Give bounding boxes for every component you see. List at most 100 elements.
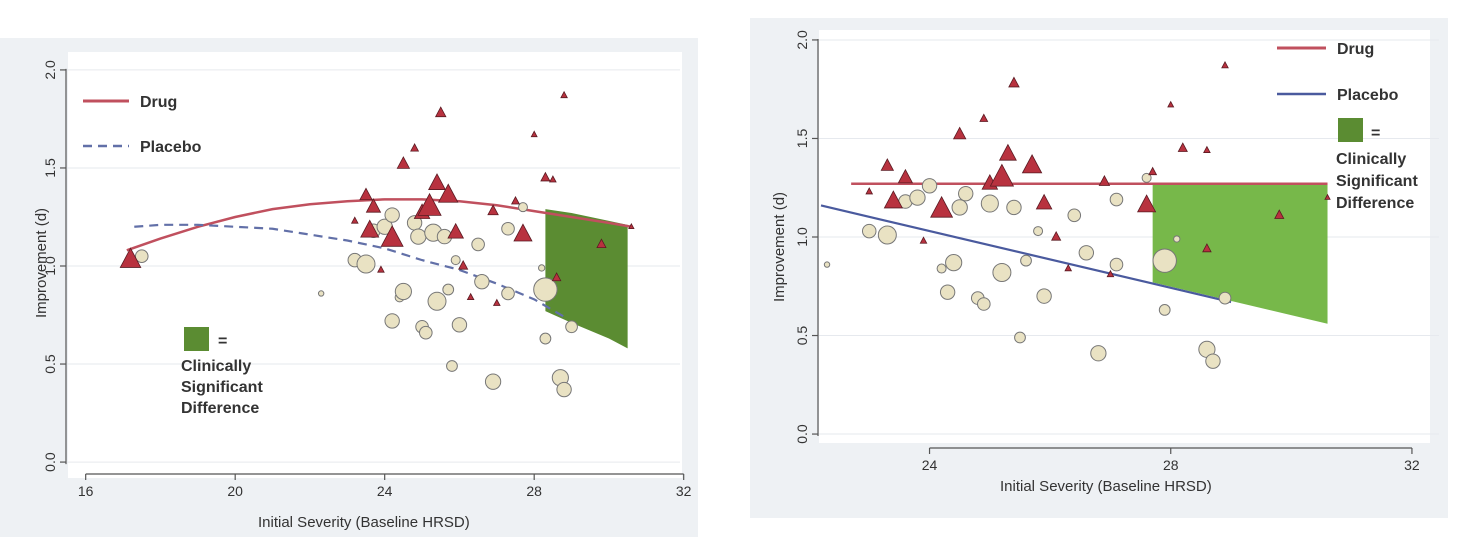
left-legend-placebo-label: Placebo [140, 139, 202, 156]
left-legend: Drug Placebo = Clinically Significant Di… [83, 94, 263, 417]
left-y-tick-label: 0.5 [42, 354, 58, 374]
right-y-tick-label: 1.5 [794, 129, 810, 149]
right-legend: Drug Placebo = Clinically Significant Di… [1277, 41, 1418, 212]
right-drug-point [1167, 100, 1175, 108]
left-drug-point [359, 187, 373, 201]
left-legend-sig-line1: Clinically [181, 358, 251, 375]
right-x-tick-label: 28 [1163, 457, 1179, 473]
right-placebo-point [1020, 254, 1032, 267]
right-placebo-point [1109, 257, 1124, 272]
right-drug-point [1035, 193, 1053, 210]
right-placebo-point [980, 194, 999, 213]
left-placebo-point [446, 360, 458, 372]
right-placebo-point [1218, 291, 1232, 305]
left-legend-sig-equals: = [218, 333, 227, 350]
right-drug-point [989, 163, 1015, 187]
left-y-tick-label: 0.0 [42, 452, 58, 472]
left-x-tick-label: 16 [78, 483, 94, 499]
left-y-tick-label: 1.0 [42, 256, 58, 276]
right-placebo-point [921, 178, 938, 194]
left-drug-fit-line [126, 198, 632, 252]
left-placebo-point [384, 207, 400, 223]
right-placebo-point [1036, 288, 1052, 304]
left-chart-panel: 0.0 0.5 1.0 1.5 2.0 16 20 24 28 32 Initial Severi… [0, 38, 698, 537]
left-placebo-point [484, 373, 502, 390]
left-y-tick-label: 1.5 [42, 158, 58, 178]
left-placebo-point [317, 290, 325, 297]
right-drug-point [1008, 76, 1020, 88]
left-legend-sig-line2: Significant [181, 379, 263, 396]
right-placebo-point [1205, 353, 1221, 369]
left-drug-point [396, 156, 411, 169]
left-drug-point [410, 143, 420, 152]
right-placebo-point [909, 189, 926, 206]
right-placebo-point [951, 199, 968, 216]
left-placebo-point [356, 254, 376, 274]
left-drug-point [365, 198, 382, 213]
right-placebo-point [1152, 248, 1177, 273]
right-placebo-point [939, 284, 956, 300]
right-placebo-point [936, 263, 947, 274]
left-drug-point [628, 222, 635, 230]
left-placebo-point [501, 286, 515, 301]
left-drug-point [119, 247, 142, 268]
left-drug-point [492, 298, 501, 306]
left-drug-points [119, 90, 635, 306]
right-placebo-point [1109, 192, 1124, 207]
right-drug-point [865, 187, 874, 195]
left-placebo-point [538, 264, 546, 272]
left-placebo-point [517, 202, 528, 213]
left-drug-point [466, 292, 475, 301]
right-legend-sig-line2: Significant [1336, 173, 1418, 190]
left-drug-point [458, 259, 469, 270]
right-drug-point [952, 126, 967, 140]
right-y-tick-label: 2.0 [794, 30, 810, 50]
right-y-axis-label: Improvement (d) [771, 192, 788, 302]
left-placebo-point [427, 291, 447, 311]
right-placebo-point [861, 223, 877, 239]
left-legend-sig-swatch [184, 327, 209, 351]
left-legend-sig-line3: Difference [181, 400, 259, 417]
left-placebo-point [451, 317, 468, 333]
right-placebo-point [1158, 304, 1171, 316]
right-drug-point [1203, 145, 1211, 153]
right-placebo-point [1067, 208, 1082, 223]
left-drug-point [380, 225, 404, 247]
right-placebo-point [1173, 235, 1181, 243]
left-drug-point [551, 272, 562, 282]
left-placebo-point [410, 228, 427, 245]
left-placebo-point [471, 237, 485, 252]
left-drug-point [540, 171, 551, 182]
right-drug-point [1064, 263, 1073, 272]
left-placebo-point [419, 325, 433, 340]
left-x-tick-label: 24 [377, 483, 393, 499]
right-y-tick-label: 0.5 [794, 326, 810, 346]
right-drug-point [1221, 60, 1229, 69]
right-grid [818, 39, 1439, 435]
right-placebo-point [1014, 331, 1026, 344]
left-drug-point [428, 173, 446, 190]
left-x-axis-label: Initial Severity (Baseline HRSD) [258, 514, 470, 531]
left-drug-point [513, 223, 533, 242]
right-legend-sig-equals: = [1371, 125, 1380, 142]
right-drug-point [979, 113, 989, 122]
right-placebo-point [1033, 226, 1044, 237]
right-placebo-point [992, 262, 1012, 282]
left-legend-drug-label: Drug [140, 94, 177, 111]
left-placebo-point [474, 273, 490, 290]
right-drug-point [1274, 209, 1285, 219]
right-drug-point [1177, 142, 1188, 152]
left-drug-point [437, 183, 459, 203]
right-legend-placebo-label: Placebo [1337, 87, 1399, 104]
right-placebo-point [977, 297, 991, 311]
left-drug-point [596, 238, 607, 249]
right-drug-point [1106, 269, 1115, 278]
right-legend-drug-label: Drug [1337, 41, 1374, 58]
right-placebo-points [823, 172, 1232, 369]
left-placebo-fit-line [134, 223, 569, 320]
left-x-tick-label: 32 [676, 483, 692, 499]
right-y-tick-label: 1.0 [794, 227, 810, 247]
right-drug-point [1021, 154, 1043, 174]
left-placebo-point [539, 332, 552, 345]
